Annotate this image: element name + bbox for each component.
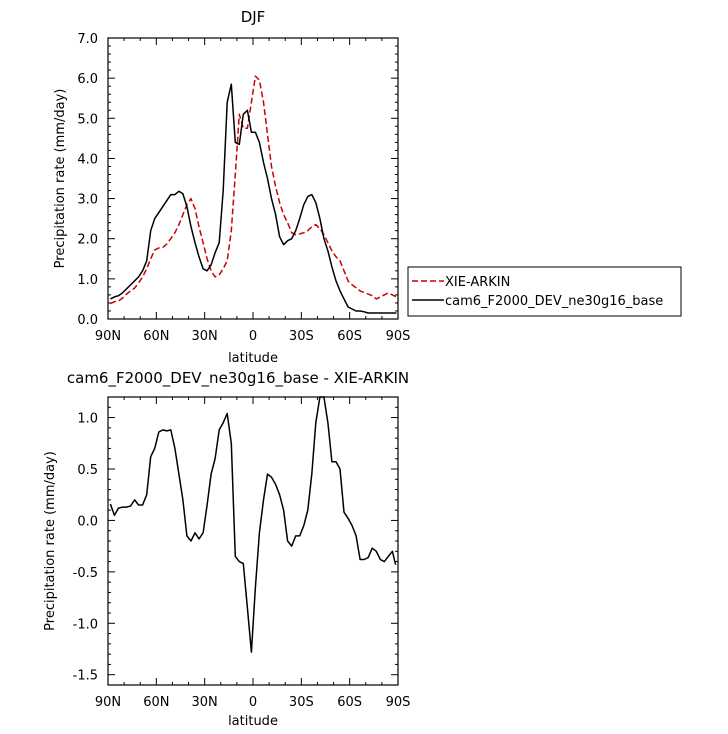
- chart2-x-axis-label: latitude: [228, 714, 278, 729]
- legend-label-1: XIE-ARKIN: [445, 275, 510, 290]
- chart1-series-line-1: [110, 75, 397, 305]
- chart2-ytick-label: 1.0: [77, 412, 98, 427]
- legend-label-2: cam6_F2000_DEV_ne30g16_base: [445, 294, 663, 309]
- chart2-ytick-label: -1.5: [73, 669, 98, 684]
- chart2-xtick-label: 90S: [386, 695, 411, 710]
- chart1-ytick-label: 0.0: [77, 313, 98, 328]
- chart1-xtick-label: 0: [249, 329, 257, 344]
- chart1-xtick-label: 30N: [192, 329, 218, 344]
- chart1-series-line-2: [110, 83, 397, 314]
- chart1-ytick-label: 5.0: [77, 112, 98, 127]
- chart1-xtick-label: 90N: [95, 329, 121, 344]
- chart2-xtick-label: 60N: [143, 695, 169, 710]
- chart1-plot-frame: [107, 37, 399, 320]
- chart1-ytick-label: 4.0: [77, 152, 98, 167]
- chart2-y-axis-label: Precipitation rate (mm/day): [43, 451, 58, 631]
- chart1-ytick-label: 7.0: [77, 32, 98, 47]
- chart2-series-line-1: [109, 396, 397, 653]
- chart2-title: cam6_F2000_DEV_ne30g16_base - XIE-ARKIN: [67, 369, 409, 388]
- chart2-xtick-label: 30N: [192, 695, 218, 710]
- chart1-y-axis-label: Precipitation rate (mm/day): [53, 89, 68, 269]
- chart2-ytick-label: 0.5: [77, 463, 98, 478]
- chart1-ytick-label: 3.0: [77, 193, 98, 208]
- chart2-xtick-label: 30S: [289, 695, 314, 710]
- chart2-ytick-label: 0.0: [77, 514, 98, 529]
- chart1-xtick-label: 90S: [386, 329, 411, 344]
- chart2-ytick-label: -0.5: [73, 566, 98, 581]
- chart2-xtick-label: 90N: [95, 695, 121, 710]
- chart1-ytick-label: 2.0: [77, 233, 98, 248]
- chart1-x-axis-label: latitude: [228, 351, 278, 366]
- chart1-ytick-label: 1.0: [77, 273, 98, 288]
- chart2-plot-frame: [107, 396, 399, 686]
- chart1-ytick-label: 6.0: [77, 72, 98, 87]
- chart2-xtick-label: 60S: [337, 695, 362, 710]
- chart1-xtick-label: 30S: [289, 329, 314, 344]
- chart1-xtick-label: 60S: [337, 329, 362, 344]
- chart1-title: DJF: [241, 8, 266, 26]
- legend-box: [407, 266, 682, 317]
- chart2-ytick-label: -1.0: [73, 617, 98, 632]
- chart2-xtick-label: 0: [249, 695, 257, 710]
- chart1-xtick-label: 60N: [143, 329, 169, 344]
